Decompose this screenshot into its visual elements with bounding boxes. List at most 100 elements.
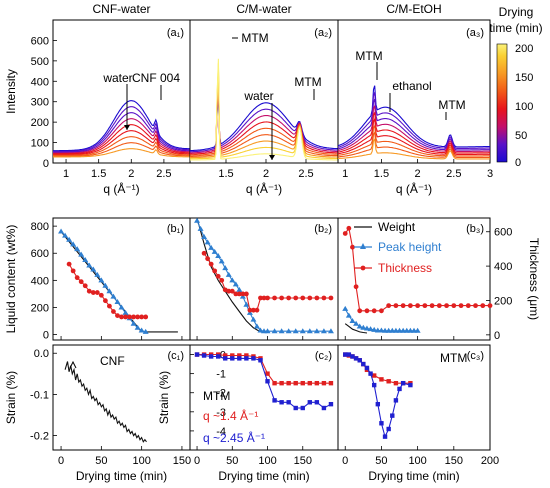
b3-point-thick-18 (458, 303, 464, 309)
b1-ytick-label-2: 400 (31, 275, 49, 287)
b1-point-peak-1 (62, 232, 69, 238)
b1-point-thick-16 (131, 314, 136, 320)
a3-xtick-label-3: 2.5 (446, 168, 461, 180)
c3-point-q14-10 (393, 380, 399, 386)
b1-point-peak-12 (106, 288, 113, 294)
a3-curve-6 (337, 124, 490, 157)
a1-xtick-label-3: 2.5 (156, 168, 171, 180)
c2-point-q14-15 (300, 380, 305, 386)
b2-point-peak-14 (243, 301, 250, 307)
b1-point-peak-11 (102, 282, 109, 288)
b2-point-peak-25 (299, 328, 306, 334)
b2-point-thick-15 (254, 307, 260, 313)
c2-point-q14-11 (272, 380, 277, 386)
b1-point-thick-3 (78, 279, 84, 285)
c1-up-arrow-icon (69, 360, 77, 369)
colorbar-gradient (496, 43, 508, 163)
c2-point-q245-7 (244, 356, 249, 361)
c2-point-q245-0 (194, 352, 200, 357)
a2-annotation-water: water (243, 89, 273, 103)
b3-y2tick-label-0: 0 (494, 330, 500, 342)
c3-point-q245-9 (375, 401, 381, 407)
b2-point-peak-12 (236, 286, 243, 292)
c3-point-q245-1 (346, 352, 352, 357)
b3-frame (337, 217, 491, 341)
c3-xtick-label-3: 150 (445, 455, 463, 467)
c3-point-q245-15 (397, 386, 402, 392)
b1-point-peak-6 (82, 257, 89, 263)
b2-point-thick-20 (279, 295, 285, 301)
a2-annotation-mtm1: MTM (241, 31, 268, 45)
b1-point-thick-1 (70, 268, 76, 274)
c2-point-q14-16 (307, 380, 313, 386)
c1-xlabel: Drying time (min) (76, 469, 167, 483)
b2-point-peak-4 (208, 244, 215, 250)
c3-point-q245-5 (361, 361, 366, 367)
colorbar-tick-150: 150 (515, 72, 533, 84)
c2-ytick-label-4: -4 (216, 426, 226, 438)
b3-y2tick-label-2: 400 (494, 261, 512, 273)
c1-series-strain (64, 361, 147, 443)
a1-curve-1 (53, 106, 190, 153)
b2-point-thick-23 (300, 295, 306, 301)
b2-point-thick-27 (328, 295, 334, 301)
b3-point-thick-16 (444, 303, 449, 309)
c2-point-q14-6 (237, 353, 242, 358)
b3-point-thick-3 (353, 284, 359, 290)
b2-point-peak-29 (327, 328, 334, 334)
a1-annotation-water: water (102, 71, 132, 85)
b3-panel-label: (b₃) (466, 223, 484, 235)
b1-point-thick-0 (66, 261, 72, 267)
b3-point-thick-7 (379, 308, 384, 314)
b3-point-peak-7 (367, 326, 374, 332)
c2-point-q245-4 (223, 356, 228, 361)
c3-point-q245-16 (400, 380, 406, 386)
b3-point-peak-1 (345, 312, 352, 318)
c2-point-q14-14 (293, 380, 298, 386)
c2-ytick-label-1: -1 (216, 369, 226, 381)
b3-point-peak-10 (378, 327, 385, 333)
b2-point-peak-24 (292, 328, 299, 334)
b1-point-peak-3 (70, 241, 77, 247)
a2-title: C/M-water (236, 2, 291, 16)
b3-point-peak-3 (353, 320, 360, 326)
colorbar-tick-0: 0 (515, 157, 521, 169)
colorbar-title-1: Drying (499, 5, 534, 19)
a2-xlabel: q (Å⁻¹) (246, 181, 282, 196)
c2-point-q245-3 (215, 354, 221, 359)
a1-ytick-label-4: 400 (31, 76, 49, 88)
c3-frame (337, 344, 491, 451)
b2-frame (189, 217, 339, 341)
b3-point-peak-8 (371, 326, 378, 332)
b2-point-peak-2 (201, 233, 208, 239)
c3-point-q245-4 (357, 358, 362, 363)
a2-annotation-mtm2: MTM (294, 75, 321, 89)
a3-curve-0 (337, 85, 490, 148)
a3-title: C/M-EtOH (386, 2, 441, 16)
b1-ytick-label-1: 200 (31, 302, 49, 314)
b3-point-thick-22 (487, 303, 493, 309)
c2-ytick-label-2: -2 (216, 388, 226, 400)
colorbar-title-2: time (min) (489, 21, 542, 35)
c2-point-q245-17 (314, 400, 320, 405)
c1-xtick-label-1: 50 (95, 455, 107, 467)
c3-panel-label: (c₃) (467, 350, 484, 362)
b3-point-peak-20 (414, 327, 421, 333)
c3-point-q245-10 (379, 421, 384, 426)
a1-ytick-label-1: 100 (31, 138, 49, 150)
c3-point-q245-2 (350, 354, 355, 359)
b3-point-thick-9 (393, 303, 399, 309)
a1-curve-2 (53, 112, 191, 153)
c2-label: MTM (203, 389, 230, 403)
a1-title: CNF-water (92, 2, 150, 16)
c3-series-q245 (345, 353, 411, 439)
a3-curve-3 (337, 105, 490, 152)
a1-annotation-cnf004: CNF 004 (132, 71, 180, 85)
b2-point-thick-21 (286, 295, 292, 301)
b3-point-thick-11 (407, 303, 413, 309)
b1-ylabel: Liquid content (wt%) (4, 225, 18, 334)
b2-point-thick-26 (321, 295, 327, 301)
b2-point-thick-1 (205, 256, 211, 262)
a1-frame (52, 19, 191, 164)
b3-point-thick-20 (473, 303, 478, 309)
